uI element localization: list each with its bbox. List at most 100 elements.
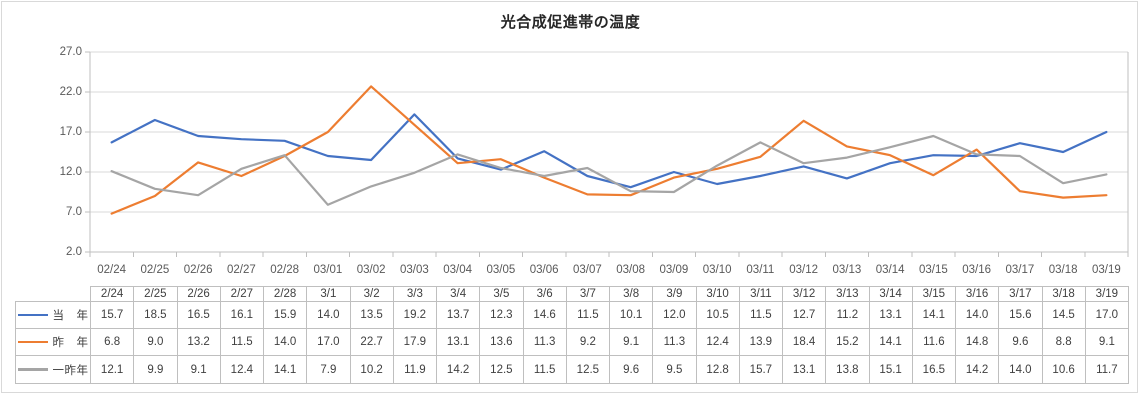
legend-line-swatch: [17, 368, 48, 371]
table-value-cell: 14.1: [868, 328, 913, 356]
x-axis-tick-label: 03/09: [659, 264, 689, 276]
table-value-cell: 17.0: [1084, 301, 1130, 329]
legend-series-name: 昨 年: [52, 337, 89, 349]
table-value-cell: 14.1: [262, 355, 308, 384]
table-value-cell: 11.9: [392, 355, 438, 384]
table-date-cell: 2/28: [262, 286, 308, 302]
table-value-cell: 9.9: [133, 355, 178, 384]
table-value-cell: 9.1: [608, 328, 654, 356]
table-series-row-current-year: 当 年 15.7 18.5 16.5 16.1 15.9 14.0 13.5 19.2 13.7 1…: [15, 301, 1130, 329]
table-date-cell: 3/10: [695, 286, 740, 302]
table-date-cell: 3/5: [479, 286, 524, 302]
table-value-cell: 19.2: [392, 301, 438, 329]
x-axis-tick-label: 03/11: [746, 264, 775, 276]
table-value-cell: 14.0: [306, 301, 351, 329]
table-value-cell: 13.1: [435, 328, 481, 356]
x-axis-tick-label: 03/15: [918, 264, 948, 276]
table-value-cell: 10.5: [695, 301, 740, 329]
table-value-cell: 13.2: [176, 328, 221, 356]
table-date-cell: 3/14: [868, 286, 913, 302]
legend-cell-last-year: 昨 年: [15, 328, 91, 356]
table-date-cell: 3/13: [825, 286, 870, 302]
x-axis-tick-label: 03/14: [875, 264, 905, 276]
table-corner-cell: [16, 287, 91, 302]
table-value-cell: 14.0: [998, 355, 1043, 384]
table-value-cell: 15.6: [998, 301, 1043, 329]
table-value-cell: 9.6: [998, 328, 1043, 356]
table-header-row: 2/24 2/25 2/26 2/27 2/28 3/1 3/2 3/3 3/4 3/5 3/6 3/…: [16, 286, 1130, 302]
x-axis-tick-label: 03/16: [962, 264, 992, 276]
table-value-cell: 15.7: [89, 301, 135, 329]
table-value-cell: 13.6: [479, 328, 524, 356]
table-series-row-two-years-ago: 一昨年 12.1 9.9 9.1 12.4 14.1 7.9 10.2 11.9 14.2 12.5…: [15, 355, 1130, 384]
legend-cell-current-year: 当 年: [15, 301, 91, 329]
table-value-cell: 18.4: [781, 328, 827, 356]
table-series-row-last-year: 昨 年 6.8 9.0 13.2 11.5 14.0 17.0 22.7 17.9 13.1 13.…: [15, 328, 1130, 356]
table-value-cell: 12.5: [565, 355, 611, 384]
table-value-cell: 16.5: [911, 355, 957, 384]
table-date-cell: 3/9: [652, 286, 697, 302]
table-date-cell: 3/8: [608, 286, 654, 302]
x-axis-tick-label: 03/18: [1048, 264, 1078, 276]
table-value-cell: 14.8: [954, 328, 1000, 356]
table-value-cell: 11.6: [911, 328, 957, 356]
x-axis-tick-label: 02/27: [226, 264, 256, 276]
table-value-cell: 22.7: [349, 328, 394, 356]
x-axis-tick-label: 02/26: [183, 264, 213, 276]
table-date-cell: 2/24: [89, 286, 135, 302]
table-value-cell: 9.5: [652, 355, 697, 384]
legend-cell-two-years-ago: 一昨年: [15, 355, 91, 384]
x-axis-tick-label: 03/02: [356, 264, 386, 276]
table-value-cell: 13.1: [868, 301, 913, 329]
table-value-cell: 15.1: [868, 355, 913, 384]
table-value-cell: 6.8: [89, 328, 135, 356]
table-date-cell: 3/3: [392, 286, 438, 302]
table-date-cell: 3/18: [1041, 286, 1086, 302]
y-axis-tick-label: 12.0: [59, 166, 82, 178]
table-value-cell: 12.0: [652, 301, 697, 329]
table-value-cell: 14.6: [522, 301, 567, 329]
table-date-cell: 3/4: [435, 286, 481, 302]
x-axis-tick-label: 03/03: [399, 264, 429, 276]
x-axis-tick-label: 03/17: [1005, 264, 1035, 276]
table-value-cell: 12.5: [479, 355, 524, 384]
table-value-cell: 13.8: [825, 355, 870, 384]
table-value-cell: 15.9: [262, 301, 308, 329]
table-value-cell: 17.0: [306, 328, 351, 356]
table-value-cell: 11.3: [522, 328, 567, 356]
table-date-cell: 3/7: [565, 286, 611, 302]
y-axis-tick-label: 17.0: [59, 126, 82, 138]
table-date-cell: 3/15: [911, 286, 957, 302]
legend-series-name: 当 年: [52, 310, 89, 322]
table-value-cell: 9.2: [565, 328, 611, 356]
table-value-cell: 11.5: [219, 328, 265, 356]
table-value-cell: 10.2: [349, 355, 394, 384]
x-axis-tick-label: 02/24: [97, 264, 127, 276]
table-value-cell: 7.9: [306, 355, 351, 384]
x-axis-tick-label: 03/12: [789, 264, 819, 276]
table-value-cell: 11.7: [1084, 355, 1130, 384]
table-value-cell: 14.0: [954, 301, 1000, 329]
table-value-cell: 10.6: [1041, 355, 1086, 384]
table-value-cell: 8.8: [1041, 328, 1086, 356]
table-value-cell: 16.5: [176, 301, 221, 329]
series-line-current-year: [110, 113, 1108, 189]
x-axis-tick-label: 02/25: [140, 264, 170, 276]
table-value-cell: 10.1: [608, 301, 654, 329]
table-value-cell: 14.2: [954, 355, 1000, 384]
y-axis-tick-label: 27.0: [59, 46, 82, 58]
y-axis-tick-label: 22.0: [59, 86, 82, 98]
table-value-cell: 11.5: [522, 355, 567, 384]
table-date-cell: 3/19: [1084, 286, 1130, 302]
table-value-cell: 11.5: [738, 301, 784, 329]
table-date-cell: 2/26: [176, 286, 221, 302]
table-value-cell: 14.1: [911, 301, 957, 329]
series-line-last-year: [110, 85, 1108, 215]
table-value-cell: 15.2: [825, 328, 870, 356]
table-value-cell: 11.5: [565, 301, 611, 329]
table-value-cell: 12.3: [479, 301, 524, 329]
table-value-cell: 16.1: [219, 301, 265, 329]
table-date-cell: 3/17: [998, 286, 1043, 302]
table-date-cell: 3/6: [522, 286, 567, 302]
table-value-cell: 11.3: [652, 328, 697, 356]
